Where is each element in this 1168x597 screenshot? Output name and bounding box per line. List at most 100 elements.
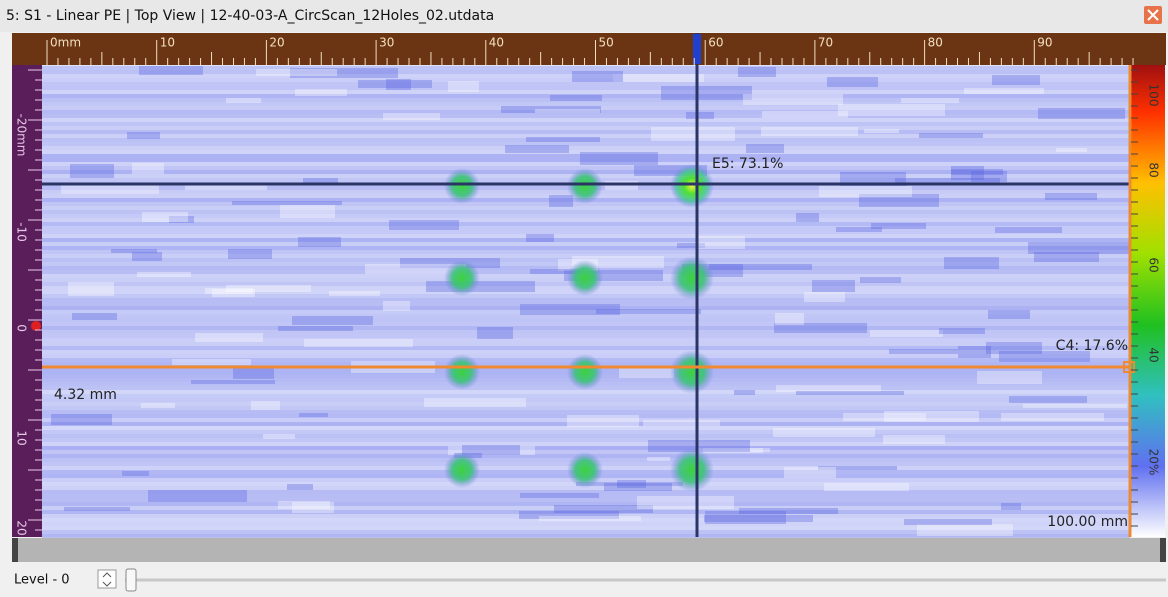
e-cursor-label: E5: 73.1% xyxy=(712,156,783,172)
scan-patch xyxy=(232,201,342,205)
scan-band xyxy=(42,318,1130,322)
scan-band xyxy=(42,426,1130,430)
scan-patch xyxy=(68,282,114,296)
scrollbar[interactable] xyxy=(12,538,1166,562)
scan-band xyxy=(42,214,1130,218)
scan-band xyxy=(42,234,1130,238)
scan-patch xyxy=(280,205,335,218)
scale-label: 80 xyxy=(1147,162,1161,177)
scan-band xyxy=(42,238,1130,242)
scan-patch xyxy=(971,171,1007,182)
scan-band xyxy=(42,134,1130,138)
scan-band xyxy=(42,410,1130,414)
indication xyxy=(444,452,480,488)
ruler-label: 30 xyxy=(379,36,394,50)
scan-patch xyxy=(784,467,836,478)
c-gate-handle[interactable] xyxy=(1123,361,1135,373)
scan-patch xyxy=(637,496,734,509)
scan-patch xyxy=(617,480,646,488)
scan-band xyxy=(42,94,1130,98)
scan-patch xyxy=(939,328,985,334)
scan-patch xyxy=(572,71,623,82)
scan-band xyxy=(42,322,1130,326)
scan-band xyxy=(42,154,1130,158)
scan-patch xyxy=(836,227,882,232)
scan-band xyxy=(42,330,1130,334)
scan-patch xyxy=(549,195,573,207)
scan-patch xyxy=(917,524,1013,536)
scan-patch xyxy=(365,264,466,274)
scan-patch xyxy=(501,106,601,113)
scan-patch xyxy=(704,515,813,522)
scan-patch xyxy=(951,169,1003,175)
scan-band xyxy=(42,242,1130,246)
scan-patch xyxy=(677,243,705,248)
scan-band xyxy=(42,518,1130,522)
scan-band xyxy=(42,314,1130,318)
scan-band xyxy=(42,406,1130,410)
cursor-marker-left[interactable] xyxy=(31,321,41,331)
scan-patch xyxy=(127,132,160,139)
scale-label: 20% xyxy=(1147,449,1161,476)
scan-patch xyxy=(860,277,901,283)
scan-patch xyxy=(643,420,720,426)
scan-patch xyxy=(743,94,843,105)
scale-label: 40 xyxy=(1147,347,1161,362)
scan-patch xyxy=(859,194,939,207)
scan-patch xyxy=(383,113,440,120)
scan-patch xyxy=(226,285,311,292)
scan-patch xyxy=(944,257,999,269)
scan-patch xyxy=(1045,193,1097,200)
scan-patch xyxy=(426,281,535,292)
scan-patch xyxy=(746,144,784,153)
scan-patch xyxy=(661,86,752,100)
scan-band xyxy=(42,74,1130,78)
scan-patch xyxy=(889,349,958,354)
scan-band xyxy=(42,70,1130,74)
indication xyxy=(670,448,714,492)
scan-band xyxy=(42,118,1130,122)
ruler-label: 80 xyxy=(928,36,943,50)
scan-band xyxy=(42,90,1130,94)
scan-patch xyxy=(303,178,338,183)
scan-patch xyxy=(1023,404,1127,408)
scan-band xyxy=(42,246,1130,250)
ruler-label: 10 xyxy=(160,36,175,50)
scan-patch xyxy=(774,323,867,333)
cursor-marker-top[interactable] xyxy=(693,34,701,64)
scan-patch xyxy=(526,234,554,242)
scan-patch xyxy=(520,304,620,315)
scan-band xyxy=(42,250,1130,254)
scan-patch xyxy=(64,507,130,511)
scan-patch xyxy=(278,326,353,331)
indication xyxy=(567,452,603,488)
scan-band xyxy=(42,166,1130,170)
scan-patch xyxy=(195,333,263,342)
scan-patch xyxy=(796,391,904,395)
scan-patch xyxy=(696,448,770,452)
scan-patch xyxy=(448,446,535,455)
indication xyxy=(567,260,603,296)
scan-patch xyxy=(895,178,1000,184)
scan-patch xyxy=(818,466,897,470)
scan-band xyxy=(42,130,1130,134)
scan-patch xyxy=(773,428,875,437)
scan-patch xyxy=(698,236,745,249)
scan-patch xyxy=(686,112,714,119)
scan-band xyxy=(42,302,1130,306)
scan-patch xyxy=(647,457,670,461)
title-bar xyxy=(0,0,1168,32)
scan-patch xyxy=(651,127,735,141)
level-slider-thumb[interactable] xyxy=(125,568,137,592)
level-spinner[interactable] xyxy=(97,569,117,589)
scan-band xyxy=(42,530,1130,534)
scan-band xyxy=(42,442,1130,446)
scan-patch xyxy=(299,413,328,417)
scan-patch xyxy=(648,440,750,452)
scan-band xyxy=(42,334,1130,338)
scan-patch xyxy=(901,98,959,103)
indication xyxy=(567,354,603,390)
window-title: 5: S1 - Linear PE | Top View | 12-40-03-… xyxy=(6,8,494,24)
